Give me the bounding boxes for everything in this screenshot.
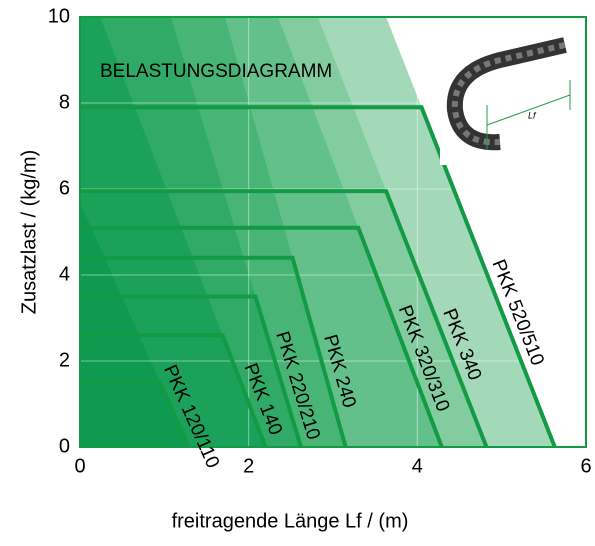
- x-axis-title: freitragende Länge Lf / (m): [172, 510, 409, 532]
- x-tick-label: 0: [74, 455, 85, 477]
- series-line: [80, 189, 489, 448]
- series-line: [80, 105, 557, 448]
- series-line: [80, 333, 268, 448]
- y-tick-label: 6: [59, 177, 70, 199]
- x-tick-label: 2: [243, 455, 254, 477]
- chain-image: Lf: [440, 25, 585, 165]
- annotation: BELASTUNGSDIAGRAMM: [100, 61, 332, 82]
- bands: [80, 17, 555, 447]
- y-tick-label: 0: [59, 435, 70, 457]
- y-axis-title: Zusatzlast / (kg/m): [18, 150, 40, 314]
- image-label: Lf: [528, 110, 537, 120]
- series-line: [80, 225, 444, 448]
- x-tick-label: 4: [412, 455, 423, 477]
- lines: [80, 105, 557, 448]
- plot-frame: [79, 16, 587, 448]
- band: [80, 17, 189, 447]
- y-tick-label: 10: [48, 5, 70, 27]
- x-tick-label: 6: [580, 455, 591, 477]
- y-tick-label: 2: [59, 349, 70, 371]
- series-line: [80, 380, 191, 448]
- y-tick-label: 4: [59, 263, 70, 285]
- series-line: [80, 294, 303, 448]
- series-line: [80, 255, 348, 448]
- y-tick-label: 8: [59, 91, 70, 113]
